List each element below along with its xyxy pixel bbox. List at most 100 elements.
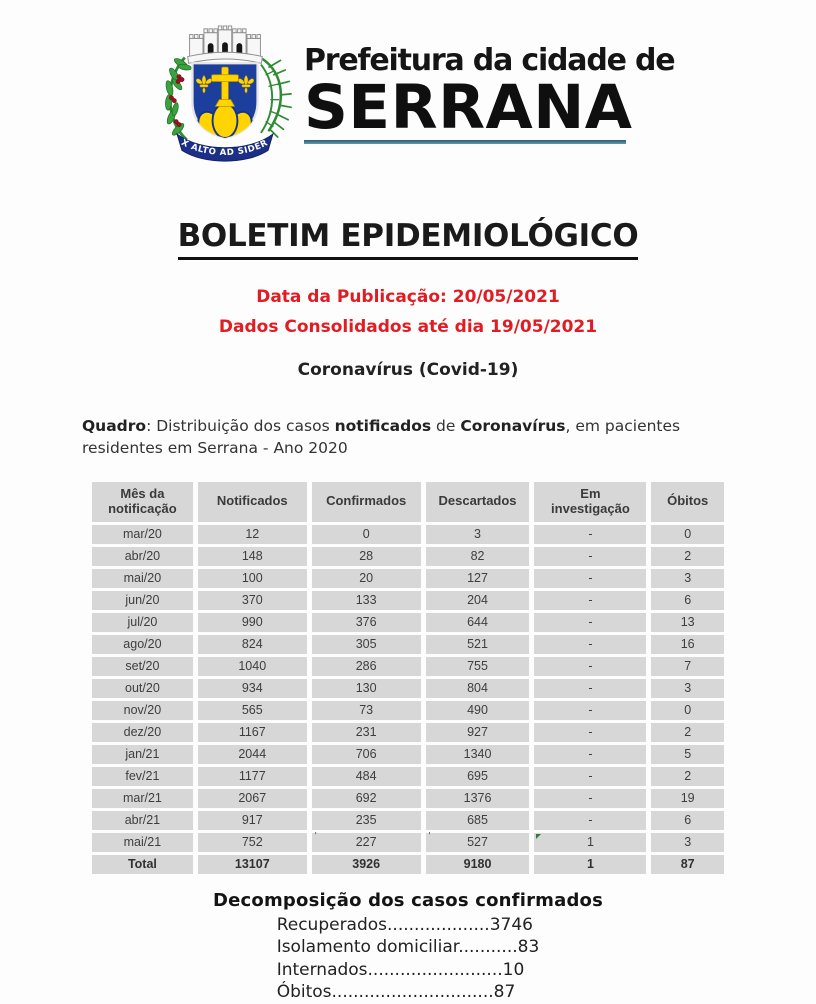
table-cell: 824 [197, 634, 307, 654]
table-row: jan/21 2044 706 1340-5 [92, 744, 724, 764]
table-cell: - [534, 700, 647, 720]
document-title-text: BOLETIM EPIDEMIOLÓGICO [177, 218, 639, 260]
caption-bold2: Coronavírus [460, 417, 566, 435]
table-cell: 9180 [425, 854, 530, 874]
table-cell: - [534, 568, 647, 588]
table-cell: 5 [651, 744, 724, 764]
consolidated-date-line: Dados Consolidados até dia 19/05/2021 [218, 317, 598, 337]
table-cell: 0 [311, 524, 421, 544]
table-row: nov/20 565 73 490-0 [92, 700, 724, 720]
dot-leader: .............................. [331, 982, 494, 1003]
item-label: Internados [276, 959, 368, 980]
table-cell: 484 [311, 766, 421, 786]
table-cell: 227 [311, 831, 421, 852]
table-cell: mai/21 [92, 832, 193, 852]
table-cell: 7 [651, 656, 724, 676]
table-cell: 1340 [425, 744, 530, 764]
mural-crown-icon [187, 25, 263, 64]
table-cell: 2 [651, 722, 724, 742]
table-cell: 2 [651, 766, 724, 786]
table-cell: - [534, 546, 647, 566]
table-cell: 231 [311, 722, 421, 742]
table-cell: 755 [425, 656, 530, 676]
disease-subtitle: Coronavírus (Covid-19) [297, 360, 519, 380]
item-label: Recuperados [276, 914, 388, 935]
table-cell: - [534, 678, 647, 698]
table-row: out/20 934 130 804-3 [92, 678, 724, 698]
decomposition-item-home-isolation: Isolamento domiciliar...........83 [277, 936, 540, 959]
dot-leader: ......................... [367, 959, 503, 980]
table-cell: dez/20 [92, 722, 193, 742]
table-cell: - [534, 722, 647, 742]
table-cell: - [534, 612, 647, 632]
table-cell: 1040 [197, 656, 307, 676]
decomposition-title: Decomposição dos casos confirmados [212, 889, 604, 911]
table-cell: - [534, 634, 647, 654]
laurel-branch-icon [165, 56, 192, 141]
table-cell: 692 [311, 788, 421, 808]
table-cell: mar/21 [92, 788, 193, 808]
table-cell: - [534, 788, 647, 808]
table-row: set/20 1040 286 755-7 [92, 656, 724, 676]
dot-leader: ................... [387, 914, 490, 935]
table-cell: abr/20 [92, 546, 193, 566]
table-cell: 13107 [197, 854, 307, 874]
table-total-row: Total 13107 3926 9180 1 87 [92, 854, 724, 874]
col-header-confirmed: Confirmados [311, 481, 421, 522]
table-cell: 3 [651, 678, 724, 698]
table-cell: 685 [425, 810, 530, 830]
table-cell: 644 [425, 612, 530, 632]
header-underline [304, 139, 626, 144]
cases-table: Mês da notificação Notificados Confirmad… [87, 479, 729, 877]
caption-part3: , em pacientes residentes em Serrana - A… [82, 417, 681, 458]
table-row: fev/21 1177 484 695-2 [92, 766, 724, 786]
table-row: mar/21 2067 692 1376-19 [92, 788, 724, 808]
table-cell: 127 [425, 568, 530, 588]
table-cell: 13 [651, 612, 724, 632]
serrana-coat-of-arms-icon: EX ALTO AD SIDERA [158, 13, 292, 171]
table-cell: 1376 [425, 788, 530, 808]
table-cell: 376 [311, 612, 421, 632]
col-header-deaths: Óbitos [651, 481, 724, 522]
decomposition-list: Recuperados...................3746 Isola… [277, 914, 540, 1004]
table-cell: 87 [651, 854, 724, 874]
cross-icon [211, 66, 239, 107]
table-cell: - [534, 656, 647, 676]
table-cell: 16 [651, 634, 724, 654]
item-label: Óbitos [276, 982, 332, 1003]
table-cell: 490 [425, 700, 530, 720]
table-cell: jan/21 [92, 744, 193, 764]
table-cell: 706 [311, 744, 421, 764]
table-cell: 370 [197, 590, 307, 610]
table-cell: 73 [311, 700, 421, 720]
col-header-month: Mês da notificação [92, 481, 193, 522]
table-cell: 3 [425, 524, 530, 544]
table-cell: 133 [311, 590, 421, 610]
caption-label: Quadro [82, 417, 147, 435]
table-cell: 1 [534, 832, 647, 852]
table-row: dez/20 1167 231 927-2 [92, 722, 724, 742]
org-name-block: Prefeitura da cidade de SERRANA [304, 13, 676, 144]
document-title: BOLETIM EPIDEMIOLÓGICO [0, 216, 816, 260]
decomposition-item-hospitalized: Internados.........................10 [277, 959, 540, 982]
decomposition-item-deaths: Óbitos..............................87 [277, 981, 540, 1004]
table-cell: 927 [425, 722, 530, 742]
table-cell: Total [92, 854, 193, 874]
table-cell: - [534, 524, 647, 544]
caption-part2: de [431, 417, 461, 435]
table-cell: jul/20 [92, 612, 193, 632]
table-cell: 2067 [197, 788, 307, 808]
city-hall-header: EX ALTO AD SIDERA Prefeitura da cidade d… [0, 0, 800, 171]
table-cell: abr/21 [92, 810, 193, 830]
item-value: 87 [493, 982, 516, 1003]
item-value: 10 [502, 959, 525, 980]
table-cell: - [534, 744, 647, 764]
dot-leader: ........... [458, 937, 518, 958]
table-row: jun/20 370 133 204-6 [92, 590, 724, 610]
table-cell: 2044 [197, 744, 307, 764]
table-cell: 521 [425, 634, 530, 654]
table-cell: 148 [197, 546, 307, 566]
table-cell: 804 [425, 678, 530, 698]
table-cell: 28 [311, 546, 421, 566]
